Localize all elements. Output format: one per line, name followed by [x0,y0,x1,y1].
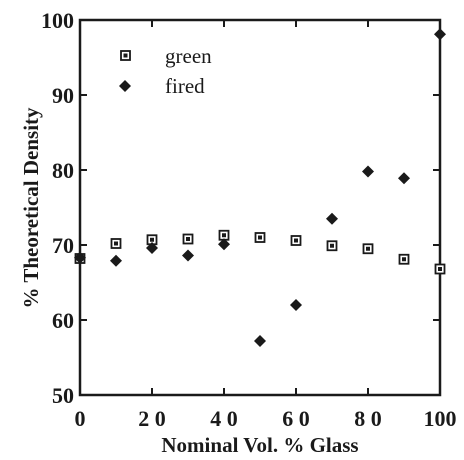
point-green [398,253,410,265]
point-green [362,243,374,255]
point-fired [110,254,122,267]
point-green [326,240,338,252]
x-tick-label: 8 0 [354,406,382,431]
point-fired [182,249,194,262]
point-fired [74,251,86,264]
legend-label-green: green [165,44,212,68]
point-green [110,238,122,249]
point-green [434,263,446,275]
plot-frame [78,18,442,397]
legend-label-fired: fired [165,74,205,98]
x-tick-label: 2 0 [138,406,166,431]
y-tick-label: 90 [52,83,74,108]
point-fired [398,172,410,185]
x-tick-label: 100 [424,406,457,431]
x-axis-label: Nominal Vol. % Glass [161,433,358,457]
x-tick-label: 6 0 [282,406,310,431]
y-tick-label: 100 [41,8,74,33]
x-tick-label: 4 0 [210,406,238,431]
point-fired [290,299,302,311]
point-fired [326,212,338,225]
legend: green fired [119,44,212,98]
point-green [290,235,302,246]
point-fired [362,165,374,178]
legend-marker-green-inner [123,53,128,58]
y-axis-ticks: 50 60 70 80 90 100 [41,8,440,408]
point-green [254,232,266,243]
y-tick-label: 80 [52,158,74,183]
data-points [74,28,446,347]
point-fired [218,238,230,251]
y-tick-label: 50 [52,383,74,408]
point-green [182,233,194,245]
point-fired [146,242,158,254]
point-fired [254,335,266,347]
x-tick-label: 0 [75,406,86,431]
legend-marker-fired [119,80,131,92]
y-tick-label: 60 [52,308,74,333]
point-fired [434,28,446,41]
y-tick-label: 70 [52,233,74,258]
y-axis-label: % Theoretical Density [19,107,43,309]
x-axis-ticks: 0 2 0 4 0 6 0 8 0 100 [75,20,457,431]
